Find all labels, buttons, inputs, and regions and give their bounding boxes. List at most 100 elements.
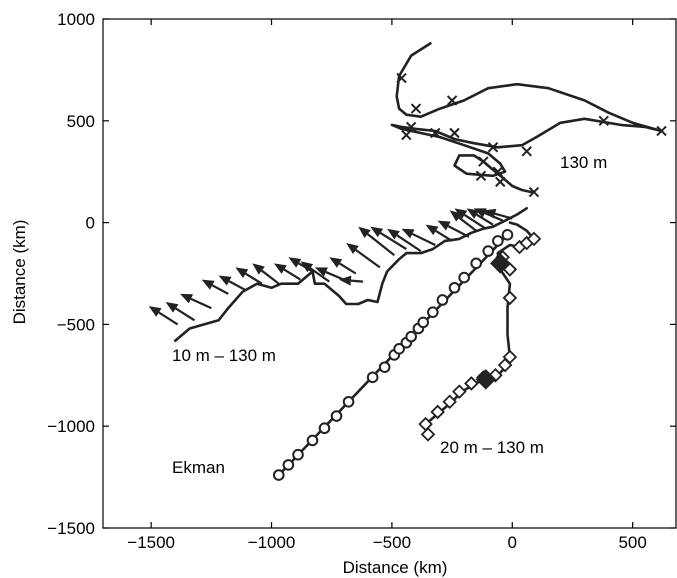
diamond-marker-filled — [489, 253, 511, 274]
velocity-arrow — [180, 293, 212, 310]
arrow-head — [252, 263, 265, 275]
arrow-head — [466, 208, 480, 219]
diamond-marker — [464, 376, 479, 391]
arrow-shaft — [396, 234, 422, 253]
annotation-130m: 130 m — [560, 153, 607, 172]
circle-marker — [318, 422, 331, 435]
x-marker — [478, 156, 489, 167]
y-tick-label: 1000 — [57, 10, 95, 29]
arrow-head — [387, 228, 400, 240]
series-line — [390, 42, 663, 194]
circle-marker — [272, 469, 285, 481]
velocity-arrow — [437, 220, 470, 238]
arrow-head — [300, 261, 314, 273]
x-marker-stroke — [396, 72, 407, 84]
series-line — [173, 207, 528, 342]
arrow-shaft — [494, 212, 513, 220]
x-tick-label: 500 — [618, 533, 646, 552]
y-tick-label: −1000 — [47, 417, 95, 436]
x-marker — [396, 72, 407, 84]
arrow-shaft — [283, 268, 301, 281]
arrow-shaft — [447, 225, 470, 238]
arrow-head — [338, 275, 352, 286]
circle-marker — [458, 271, 470, 284]
x-marker-stroke — [410, 103, 422, 114]
arrow-head — [358, 226, 371, 239]
arrow-shaft — [261, 269, 280, 285]
x-axis-title: Distance (km) — [343, 558, 448, 577]
arrow-head — [201, 279, 215, 290]
arrow-shaft — [463, 213, 487, 230]
velocity-arrow — [454, 208, 487, 230]
arrow-shaft — [175, 307, 196, 322]
arrow-head — [218, 275, 232, 286]
arrow-head — [401, 228, 415, 239]
velocity-arrow — [201, 279, 229, 295]
axes-box — [102, 18, 677, 529]
arrow-head — [314, 267, 328, 277]
circle-marker — [417, 316, 430, 329]
arrow-head — [437, 220, 451, 231]
x-tick-label: 0 — [508, 533, 517, 552]
arrow-shaft — [338, 262, 357, 275]
x-marker-stroke — [656, 125, 667, 137]
arrow-head — [148, 306, 162, 317]
diamond-marker — [430, 404, 445, 420]
arrow-head — [346, 242, 359, 255]
x-marker — [492, 166, 504, 177]
y-tick-label: −1500 — [47, 519, 95, 538]
velocity-arrow — [300, 261, 330, 283]
x-marker — [410, 103, 422, 114]
circle-marker — [366, 371, 379, 384]
x-marker-stroke — [528, 186, 540, 198]
velocity-arrow — [218, 275, 246, 291]
series-10-m-130-m — [148, 207, 528, 342]
arrow-shaft — [379, 232, 407, 251]
arrow-head — [473, 208, 487, 218]
x-marker-stroke — [449, 127, 460, 139]
arrow-shaft — [325, 271, 345, 281]
diamond-marker — [502, 290, 518, 306]
velocity-arrow — [466, 208, 494, 226]
arrow-head — [165, 302, 179, 313]
arrow-shaft — [309, 267, 330, 283]
x-marker — [430, 127, 441, 139]
series-line — [424, 221, 536, 436]
annotation-20m-130m: 20 m – 130 m — [440, 438, 544, 457]
x-marker — [487, 142, 499, 153]
velocity-arrow — [235, 267, 263, 285]
arrow-head — [180, 293, 194, 304]
circle-marker — [405, 330, 417, 343]
circle-marker — [470, 257, 482, 270]
arrow-shaft — [435, 229, 453, 242]
velocity-arrow — [329, 257, 357, 275]
x-marker — [521, 146, 532, 157]
arrow-shaft — [158, 311, 179, 326]
x-marker-stroke — [446, 95, 458, 106]
arrow-shaft — [366, 233, 395, 257]
x-marker — [401, 129, 412, 141]
arrow-head — [329, 257, 343, 268]
x-marker-stroke — [405, 121, 417, 133]
y-tick-label: −500 — [57, 315, 95, 334]
x-tick-label: −500 — [373, 533, 411, 552]
circle-marker — [436, 294, 449, 306]
x-marker-stroke — [492, 166, 504, 177]
arrow-head — [483, 208, 497, 219]
x-marker-stroke — [598, 115, 609, 127]
arrow-head — [425, 224, 439, 236]
velocity-arrow — [165, 302, 196, 322]
arrow-shaft — [411, 232, 436, 246]
arrow-shaft — [190, 297, 212, 310]
arrow-head — [454, 208, 468, 220]
velocity-arrow — [401, 228, 436, 246]
annotation-ekman: Ekman — [172, 458, 225, 477]
circle-marker — [501, 229, 514, 241]
diamond-marker — [418, 416, 433, 432]
arrow-shaft — [355, 249, 381, 269]
circle-marker — [282, 459, 295, 471]
x-marker — [405, 121, 417, 133]
x-tick-label: −1000 — [248, 533, 296, 552]
velocity-arrow — [148, 306, 179, 326]
